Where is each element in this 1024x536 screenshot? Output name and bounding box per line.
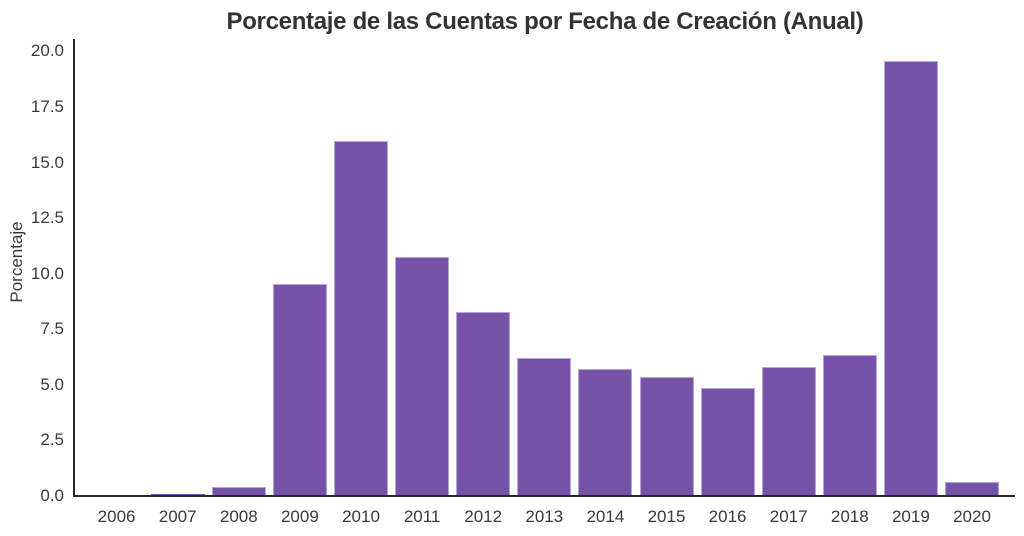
x-tick-label-2015: 2015 bbox=[647, 507, 686, 526]
plot-area bbox=[75, 39, 1015, 496]
x-tick-label-2020: 2020 bbox=[953, 507, 991, 526]
y-tick-label-10.0: 10.0 bbox=[30, 263, 64, 283]
bar-2008 bbox=[211, 487, 266, 496]
bar-2009 bbox=[272, 283, 327, 496]
bar-2012 bbox=[456, 311, 511, 496]
x-tick-label-2019: 2019 bbox=[891, 507, 930, 526]
x-tick-label-2010: 2010 bbox=[342, 507, 380, 526]
chart-title: Porcentaje de las Cuentas por Fecha de C… bbox=[226, 8, 864, 35]
y-tick-label-12.5: 12.5 bbox=[30, 208, 64, 228]
y-tick-label-5.0: 5.0 bbox=[40, 374, 64, 394]
bar-2011 bbox=[395, 257, 450, 496]
x-tick-label-2017: 2017 bbox=[769, 507, 808, 526]
y-tick-label-17.5: 17.5 bbox=[30, 97, 64, 117]
x-tick-label-2016: 2016 bbox=[708, 507, 747, 526]
bar-2007 bbox=[150, 493, 205, 496]
bar-2019 bbox=[883, 61, 938, 496]
y-tick-label-15.0: 15.0 bbox=[30, 152, 64, 172]
x-tick-label-2011: 2011 bbox=[403, 507, 441, 526]
y-tick-label-2.5: 2.5 bbox=[40, 430, 64, 450]
bar-2013 bbox=[517, 358, 572, 496]
x-tick-label-2012: 2012 bbox=[464, 507, 503, 526]
x-tick-label-2014: 2014 bbox=[586, 507, 625, 526]
x-tick-label-2018: 2018 bbox=[830, 507, 869, 526]
bar-2020 bbox=[945, 481, 999, 496]
x-axis-spine bbox=[73, 495, 1015, 497]
y-tick-label-0.0: 0.0 bbox=[40, 486, 64, 505]
bar-2014 bbox=[578, 369, 633, 496]
y-tick-label-20.0: 20.0 bbox=[30, 41, 64, 61]
bar-2018 bbox=[822, 354, 877, 496]
x-tick-label-2008: 2008 bbox=[219, 507, 258, 526]
y-axis-tick-labels: 0.0 2.5 5.0 7.5 10.0 12.5 15.0 17.5 20.0 bbox=[0, 39, 64, 505]
bar-2015 bbox=[639, 377, 694, 496]
bar-2016 bbox=[700, 388, 755, 496]
bar-2017 bbox=[761, 367, 816, 496]
y-axis-spine bbox=[73, 39, 75, 497]
x-tick-label-2007: 2007 bbox=[158, 507, 197, 526]
bar-2010 bbox=[334, 141, 388, 496]
x-tick-label-2006: 2006 bbox=[97, 507, 136, 526]
x-tick-label-2013: 2013 bbox=[525, 507, 564, 526]
y-tick-label-7.5: 7.5 bbox=[40, 319, 64, 339]
x-tick-label-2009: 2009 bbox=[280, 507, 319, 526]
